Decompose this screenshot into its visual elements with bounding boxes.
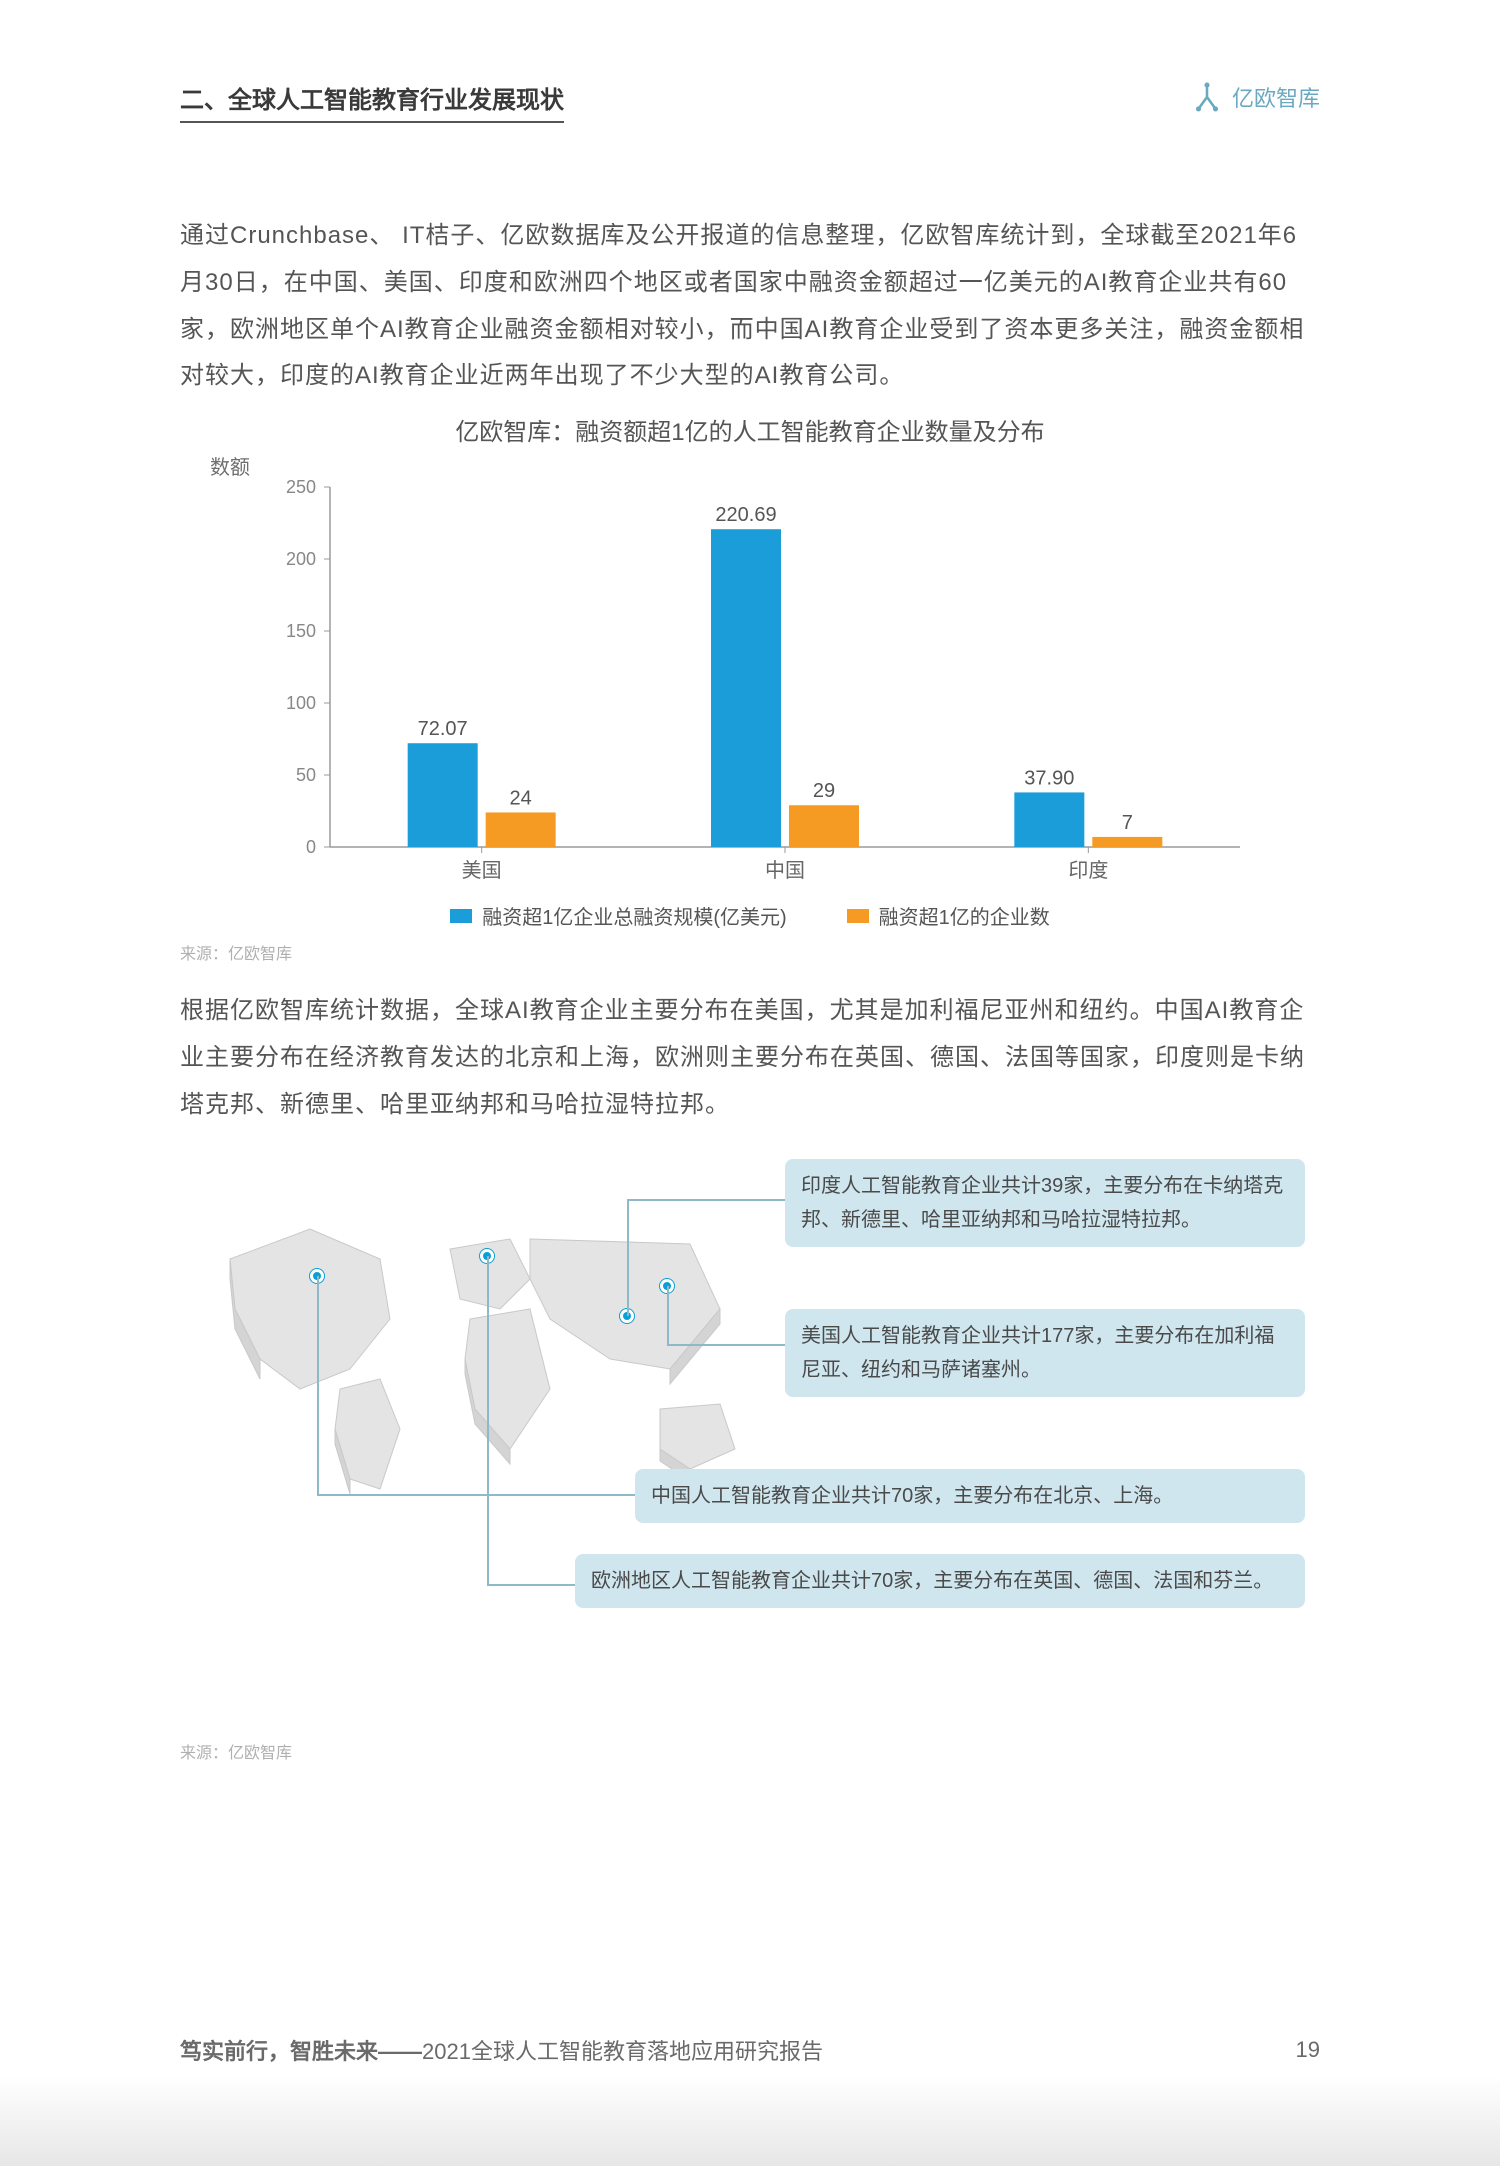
svg-text:0: 0 (306, 837, 316, 857)
leader-line (667, 1286, 669, 1346)
bar-chart: 数额 05010015020025072.0724美国220.6929中国37.… (180, 457, 1320, 930)
svg-text:100: 100 (286, 693, 316, 713)
svg-text:印度: 印度 (1068, 859, 1108, 882)
paragraph-2: 根据亿欧智库统计数据，全球AI教育企业主要分布在美国，尤其是加利福尼亚州和纽约。… (180, 988, 1320, 1128)
legend-swatch-1 (450, 909, 472, 923)
svg-text:72.07: 72.07 (418, 718, 468, 740)
leader-line (627, 1199, 787, 1201)
svg-text:美国: 美国 (462, 859, 502, 882)
leader-line (487, 1584, 577, 1586)
callout-china: 中国人工智能教育企业共计70家，主要分布在北京、上海。 (635, 1469, 1305, 1523)
world-map-section: 印度人工智能教育企业共计39家，主要分布在卡纳塔克邦、新德里、哈里亚纳邦和马哈拉… (180, 1159, 1320, 1719)
svg-text:中国: 中国 (765, 859, 805, 882)
svg-text:37.90: 37.90 (1024, 768, 1074, 790)
leader-line (667, 1344, 787, 1346)
callout-india: 印度人工智能教育企业共计39家，主要分布在卡纳塔克邦、新德里、哈里亚纳邦和马哈拉… (785, 1159, 1305, 1247)
logo-text: 亿欧智库 (1232, 81, 1320, 113)
leader-line (317, 1494, 637, 1496)
callout-europe: 欧洲地区人工智能教育企业共计70家，主要分布在英国、德国、法国和芬兰。 (575, 1554, 1305, 1608)
leader-line (627, 1199, 629, 1316)
page-footer: 笃实前行，智胜未来——2021全球人工智能教育落地应用研究报告 19 (180, 2034, 1320, 2066)
chart-title: 亿欧智库：融资额超1亿的人工智能教育企业数量及分布 (180, 412, 1320, 447)
paragraph-1: 通过Crunchbase、 IT桔子、亿欧数据库及公开报道的信息整理，亿欧智库统… (180, 213, 1320, 400)
legend-item-2: 融资超1亿的企业数 (847, 901, 1050, 930)
svg-text:250: 250 (286, 477, 316, 497)
world-map-icon (190, 1189, 750, 1509)
svg-text:200: 200 (286, 549, 316, 569)
leader-line (317, 1276, 319, 1496)
footer-title-bold: 笃实前行，智胜未来—— (180, 2039, 422, 2064)
footer-title: 笃实前行，智胜未来——2021全球人工智能教育落地应用研究报告 (180, 2034, 823, 2066)
svg-text:7: 7 (1122, 812, 1133, 834)
legend-label-2: 融资超1亿的企业数 (879, 901, 1050, 930)
chart-source: 来源：亿欧智库 (180, 940, 1320, 964)
legend-item-1: 融资超1亿企业总融资规模(亿美元) (450, 901, 786, 930)
callout-usa: 美国人工智能教育企业共计177家，主要分布在加利福尼亚、纽约和马萨诸塞州。 (785, 1309, 1305, 1397)
footer-title-rest: 2021全球人工智能教育落地应用研究报告 (422, 2039, 823, 2064)
brand-logo: 亿欧智库 (1190, 80, 1320, 114)
map-source: 来源：亿欧智库 (180, 1739, 1320, 1763)
svg-text:50: 50 (296, 765, 316, 785)
section-title: 二、全球人工智能教育行业发展现状 (180, 80, 564, 123)
chart-legend: 融资超1亿企业总融资规模(亿美元) 融资超1亿的企业数 (180, 901, 1320, 930)
footer-gradient (0, 2076, 1500, 2166)
svg-text:29: 29 (813, 780, 835, 802)
bar-chart-svg: 0 50 100 150 200 250 72.07 24 美国 220.69 29 中国 37.90 7… (240, 457, 1260, 897)
svg-text:150: 150 (286, 621, 316, 641)
leader-line (487, 1256, 489, 1586)
y-axis-label: 数额 (210, 451, 250, 480)
page-number: 19 (1296, 2037, 1320, 2063)
svg-text:24: 24 (510, 788, 532, 810)
legend-swatch-2 (847, 909, 869, 923)
svg-text:220.69: 220.69 (715, 504, 776, 526)
logo-icon (1190, 80, 1224, 114)
legend-label-1: 融资超1亿企业总融资规模(亿美元) (482, 901, 786, 930)
